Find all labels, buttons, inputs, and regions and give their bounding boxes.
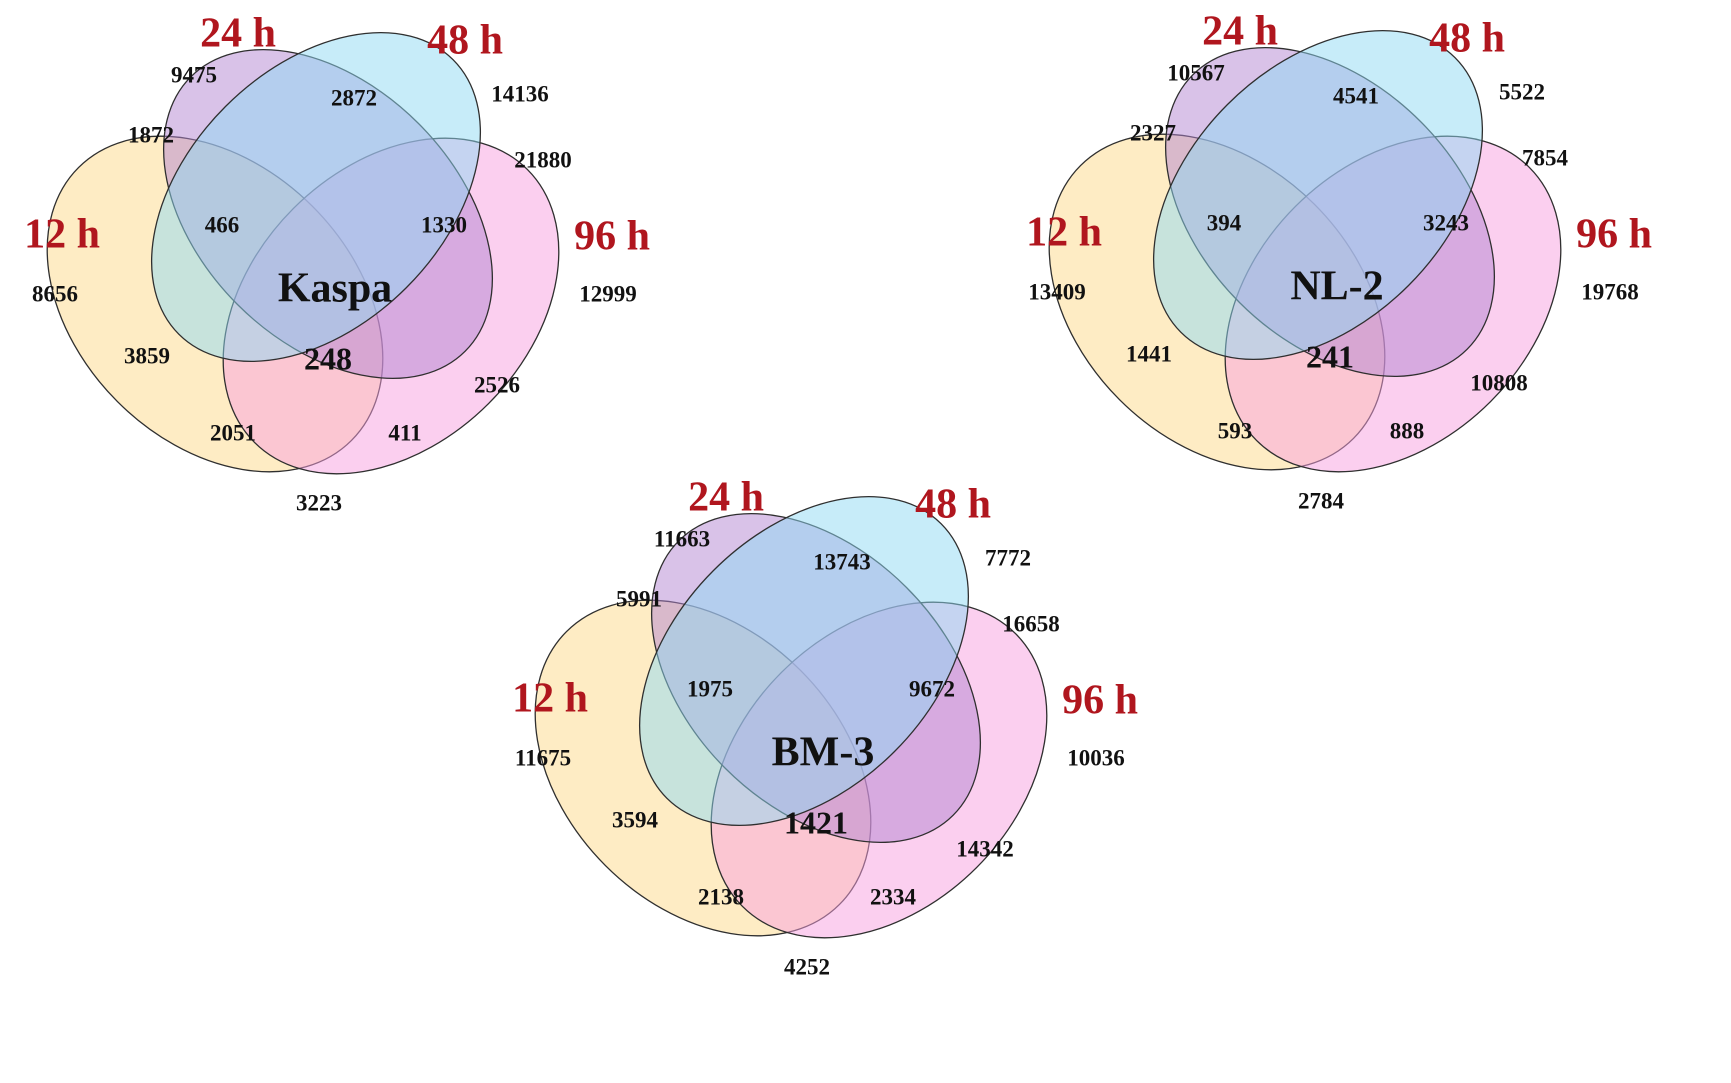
- region-count-c: 7772: [985, 545, 1031, 570]
- region-count-bd: 3223: [296, 490, 342, 515]
- region-count-abd: 2526: [474, 372, 520, 397]
- venn-title: NL-2: [1290, 264, 1383, 310]
- region-count-cd: 21880: [514, 147, 572, 172]
- region-count-bd: 2784: [1298, 488, 1345, 513]
- set-label-12h: 12 h: [1026, 210, 1102, 256]
- region-count-abd: 10808: [1470, 370, 1528, 395]
- region-count-acd: 593: [1218, 418, 1253, 443]
- region-count-ab: 5991: [616, 586, 662, 611]
- region-count-a: 8656: [32, 281, 78, 306]
- set-label-24h: 24 h: [1202, 9, 1278, 55]
- region-count-abc: 394: [1207, 210, 1242, 235]
- region-count-c: 14136: [491, 81, 549, 106]
- region-count-a: 11675: [515, 745, 571, 770]
- region-count-d: 10036: [1067, 745, 1125, 770]
- region-count-ac: 1441: [1126, 341, 1172, 366]
- venn-nl2: 24 h 48 h 12 h 96 h 10567 5522 13409 19768 2327 4…: [1026, 9, 1652, 514]
- core-count: 248: [304, 340, 352, 376]
- region-count-ab: 2327: [1130, 120, 1176, 145]
- region-count-bcd: 3243: [1423, 210, 1469, 235]
- region-count-b: 10567: [1167, 60, 1225, 85]
- region-count-abc: 1975: [687, 676, 733, 701]
- set-label-12h: 12 h: [24, 212, 100, 258]
- region-count-ad: 2334: [870, 884, 917, 909]
- set-label-48h: 48 h: [1429, 16, 1505, 62]
- region-count-bc: 2872: [331, 85, 377, 110]
- region-count-acd: 2051: [210, 420, 256, 445]
- core-count: 241: [1306, 338, 1354, 374]
- region-count-bd: 4252: [784, 954, 830, 979]
- region-count-cd: 16658: [1002, 611, 1060, 636]
- region-count-ac: 3859: [124, 343, 170, 368]
- set-ellipse-48h: [639, 496, 969, 826]
- region-count-ad: 888: [1390, 418, 1425, 443]
- region-count-abc: 466: [205, 212, 240, 237]
- venn-bm3: 24 h 48 h 12 h 96 h 11663 7772 11675 10036 5991 1…: [512, 475, 1138, 980]
- set-label-12h: 12 h: [512, 676, 588, 722]
- region-count-acd: 2138: [698, 884, 744, 909]
- venn-title: Kaspa: [278, 266, 392, 312]
- region-count-bcd: 1330: [421, 212, 467, 237]
- set-label-24h: 24 h: [688, 475, 764, 521]
- set-label-48h: 48 h: [915, 482, 991, 528]
- set-label-24h: 24 h: [200, 11, 276, 57]
- venn-kaspa: 24 h 48 h 12 h 96 h 9475 14136 8656 12999 1872 28…: [24, 11, 650, 516]
- region-count-cd: 7854: [1522, 145, 1569, 170]
- region-count-ac: 3594: [612, 807, 659, 832]
- region-count-b: 11663: [654, 526, 710, 551]
- region-count-b: 9475: [171, 62, 217, 87]
- region-count-d: 12999: [579, 281, 637, 306]
- region-count-a: 13409: [1028, 279, 1086, 304]
- region-count-bc: 4541: [1333, 83, 1379, 108]
- region-count-ad: 411: [388, 420, 421, 445]
- set-label-48h: 48 h: [427, 18, 503, 64]
- set-label-96h: 96 h: [574, 214, 650, 260]
- region-count-c: 5522: [1499, 79, 1545, 104]
- region-count-d: 19768: [1581, 279, 1639, 304]
- set-label-96h: 96 h: [1576, 212, 1652, 258]
- set-ellipse-48h: [151, 32, 481, 362]
- region-count-ab: 1872: [128, 122, 174, 147]
- venn-title: BM-3: [772, 730, 875, 776]
- set-ellipse-48h: [1153, 30, 1483, 360]
- set-label-96h: 96 h: [1062, 678, 1138, 724]
- region-count-bcd: 9672: [909, 676, 955, 701]
- region-count-abd: 14342: [956, 836, 1014, 861]
- region-count-bc: 13743: [813, 549, 871, 574]
- core-count: 1421: [784, 804, 848, 840]
